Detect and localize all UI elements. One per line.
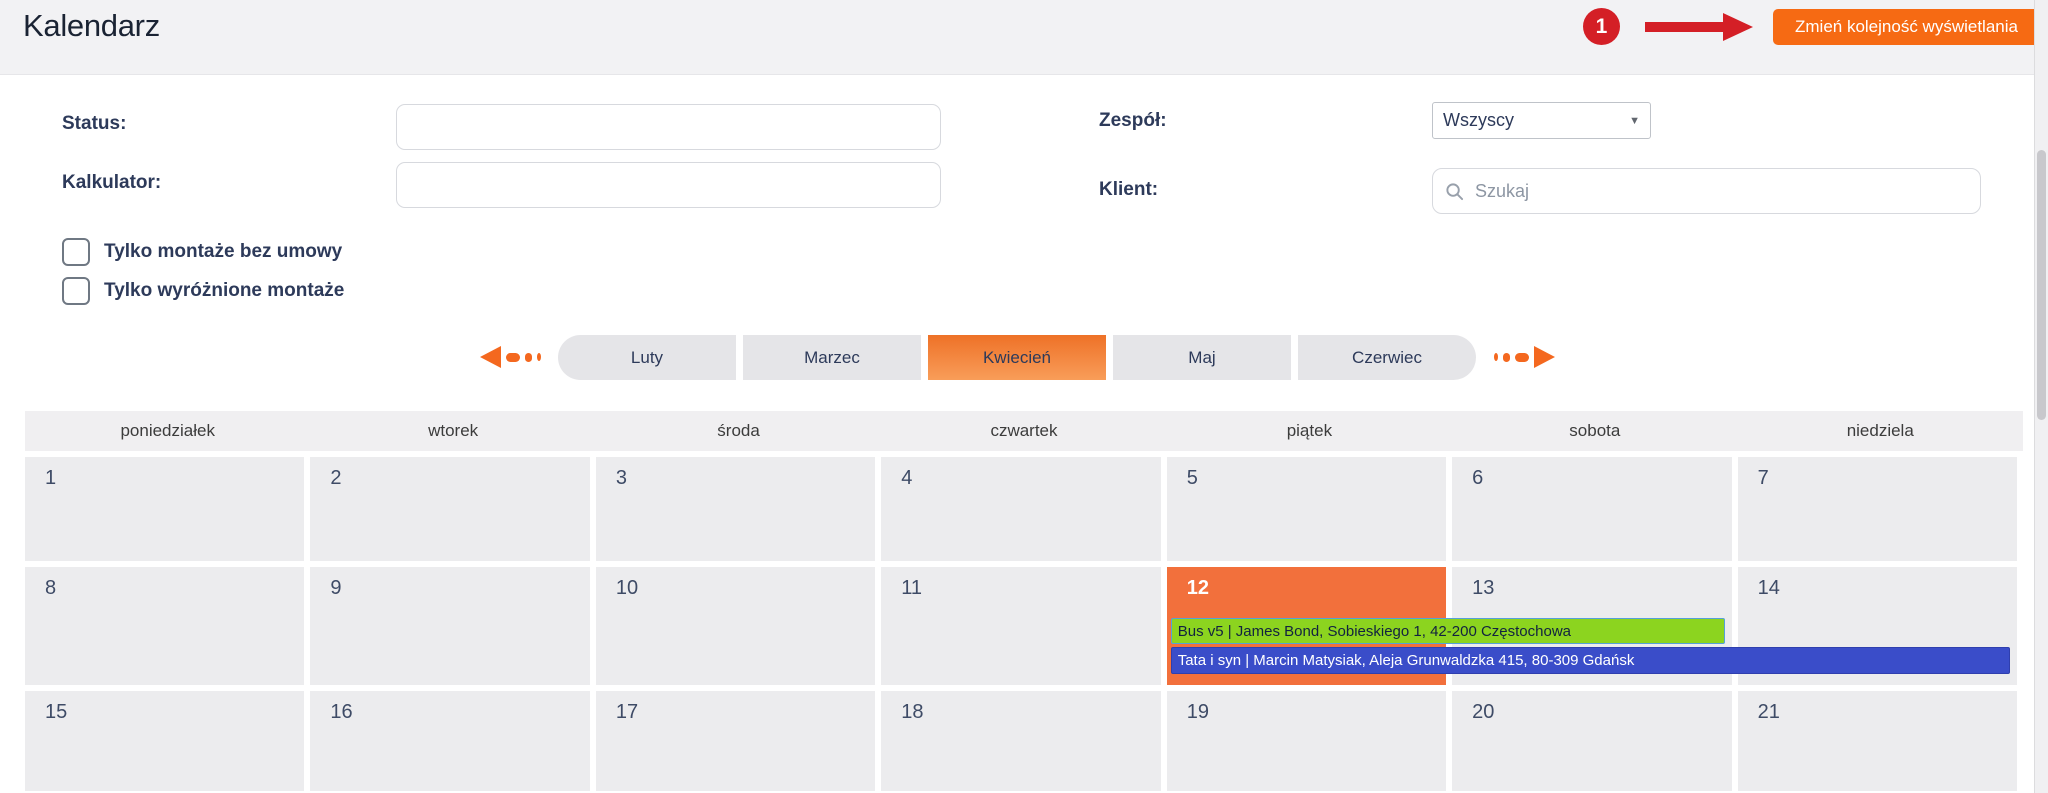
arrow-dot: [537, 353, 541, 361]
day-cell[interactable]: 20: [1452, 691, 1732, 791]
day-number: 2: [330, 467, 342, 489]
day-number: 7: [1757, 467, 1769, 489]
checkbox-label: Tylko wyróżnione montaże: [104, 280, 345, 301]
annotation-arrow-icon: [1645, 22, 1725, 32]
prev-months-arrow-icon[interactable]: [480, 346, 541, 368]
filter-checkbox-montaze-bez-umowy[interactable]: Tylko montaże bez umowy: [62, 238, 342, 266]
checkbox-box[interactable]: [62, 238, 90, 266]
calendar-event[interactable]: Bus v5 | James Bond, Sobieskiego 1, 42-2…: [1170, 618, 1725, 644]
arrow-left-head: [480, 346, 501, 368]
weekday-label: czwartek: [990, 421, 1058, 440]
dropdown-caret-icon: ▼: [1629, 114, 1640, 127]
klient-search-input[interactable]: [1473, 179, 1968, 203]
day-number: 11: [901, 577, 923, 599]
day-number: 16: [330, 701, 353, 723]
weekday-label: poniedziałek: [120, 421, 215, 440]
month-tab[interactable]: Luty: [558, 335, 736, 380]
calendar-event[interactable]: Tata i syn | Marcin Matysiak, Aleja Grun…: [1170, 647, 2010, 674]
day-cell[interactable]: 8: [25, 567, 305, 685]
status-input[interactable]: [396, 104, 941, 150]
day-number: 5: [1186, 467, 1198, 489]
checkbox-label: Tylko montaże bez umowy: [104, 241, 343, 262]
day-number: 6: [1472, 467, 1484, 489]
checkbox-box[interactable]: [62, 277, 90, 305]
day-number: 4: [901, 467, 913, 489]
day-number: 10: [615, 577, 639, 599]
weekday-label: środa: [717, 421, 760, 440]
zespol-label: Zespół:: [1099, 110, 1167, 131]
day-number: 3: [615, 467, 627, 489]
month-tabs: Luty Marzec Kwiecień Maj Czerwiec: [558, 335, 1476, 380]
day-cell[interactable]: 18: [881, 691, 1161, 791]
step-1-annotation-badge: 1: [1583, 8, 1620, 45]
day-cell[interactable]: 5: [1166, 457, 1447, 561]
arrow-dash: [1515, 352, 1529, 362]
vertical-scrollbar[interactable]: [2034, 0, 2048, 793]
weekday-label: piątek: [1286, 421, 1333, 440]
day-cell[interactable]: 6: [1452, 457, 1732, 561]
weekday-label: niedziela: [1846, 421, 1914, 440]
day-cell[interactable]: 1: [25, 457, 305, 561]
day-cell[interactable]: 3: [595, 457, 876, 561]
day-cell[interactable]: 4: [881, 457, 1161, 561]
day-number: 18: [901, 701, 924, 723]
day-cell[interactable]: 7: [1737, 457, 2017, 561]
search-icon: [1446, 182, 1464, 200]
month-tab[interactable]: Marzec: [743, 335, 921, 380]
zespol-select[interactable]: Wszyscy ▼: [1432, 102, 1651, 139]
weekday-header-row: poniedziałek wtorek środa czwartek piątek sob…: [25, 411, 2023, 451]
arrow-dot: [1494, 353, 1498, 361]
status-label: Status:: [62, 113, 127, 134]
next-months-arrow-icon[interactable]: [1494, 346, 1555, 368]
day-cell[interactable]: 11: [881, 567, 1161, 685]
day-cell[interactable]: 17: [595, 691, 876, 791]
month-tab[interactable]: Czerwiec: [1298, 335, 1476, 380]
arrow-dash: [506, 352, 520, 362]
change-display-order-button[interactable]: Zmień kolejność wyświetlania: [1773, 9, 2040, 45]
day-number: 14: [1757, 577, 1780, 599]
day-cell[interactable]: 2: [310, 457, 590, 561]
day-cell[interactable]: 19: [1166, 691, 1447, 791]
zespol-selected-value: Wszyscy: [1443, 110, 1514, 130]
day-number: 15: [45, 701, 68, 723]
filter-checkbox-wyroznione-montaze[interactable]: Tylko wyróżnione montaże: [62, 277, 344, 305]
day-number: 21: [1757, 701, 1780, 723]
klient-label: Klient:: [1099, 179, 1159, 200]
page-title: Kalendarz: [23, 8, 160, 43]
scrollbar-thumb[interactable]: [2037, 150, 2046, 420]
day-number: 8: [45, 577, 57, 599]
day-number: 20: [1472, 701, 1495, 723]
weekday-label: sobota: [1569, 421, 1621, 440]
day-number: 12: [1186, 577, 1209, 599]
day-number: 17: [615, 701, 639, 723]
kalkulator-label: Kalkulator:: [62, 172, 162, 193]
day-number: 19: [1186, 701, 1209, 723]
kalkulator-input[interactable]: [396, 162, 941, 208]
content-panel: Status: Kalkulator: Zespół: Wszyscy ▼ Kl…: [0, 74, 2035, 793]
klient-search-box[interactable]: [1432, 168, 1981, 214]
weekday-label: wtorek: [428, 421, 479, 440]
arrow-dash: [525, 352, 532, 362]
arrow-dash: [1503, 352, 1510, 362]
day-cell[interactable]: 16: [310, 691, 590, 791]
month-tab[interactable]: Kwiecień: [928, 335, 1106, 380]
day-number: 13: [1472, 577, 1495, 599]
day-number: 1: [45, 467, 57, 489]
day-cell[interactable]: 10: [595, 567, 876, 685]
month-tab[interactable]: Maj: [1113, 335, 1291, 380]
day-number: 9: [330, 577, 342, 599]
day-cell[interactable]: 15: [25, 691, 305, 791]
annotation-arrowhead-icon: [1723, 13, 1753, 41]
day-cell[interactable]: 9: [310, 567, 590, 685]
arrow-right-head: [1534, 346, 1555, 368]
day-cell[interactable]: 21: [1737, 691, 2017, 791]
